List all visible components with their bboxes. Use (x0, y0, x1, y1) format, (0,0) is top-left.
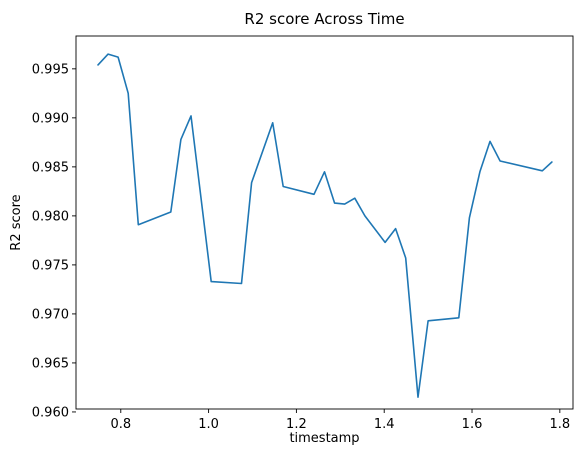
plot-frame (75, 35, 574, 410)
y-tick-label: 0.980 (32, 209, 69, 224)
y-tick-label: 0.960 (32, 405, 69, 420)
x-tick-label: 1.2 (286, 417, 307, 432)
y-tick-label: 0.990 (32, 111, 69, 126)
y-tick-label: 0.995 (32, 62, 69, 77)
y-tick-label: 0.985 (32, 160, 69, 175)
x-tick-label: 0.8 (110, 417, 131, 432)
y-tick-label: 0.965 (32, 356, 69, 371)
x-tick-label: 1.4 (374, 417, 395, 432)
series-line (97, 53, 553, 399)
y-axis-label: R2 score (9, 194, 24, 250)
y-tick-label: 0.970 (32, 307, 69, 322)
x-tick-label: 1.6 (462, 417, 483, 432)
x-tick-label: 1.0 (198, 417, 219, 432)
chart-title: R2 score Across Time (244, 10, 404, 28)
plot-area (97, 53, 553, 399)
y-tick-label: 0.975 (32, 258, 69, 273)
x-tick-label: 1.8 (549, 417, 570, 432)
axis-ticks: 0.8 1.0 1.2 1.4 1.6 1.8 0.960 0.965 0.970 0.975 0.… (32, 62, 570, 432)
x-axis-label: timestamp (289, 431, 359, 446)
